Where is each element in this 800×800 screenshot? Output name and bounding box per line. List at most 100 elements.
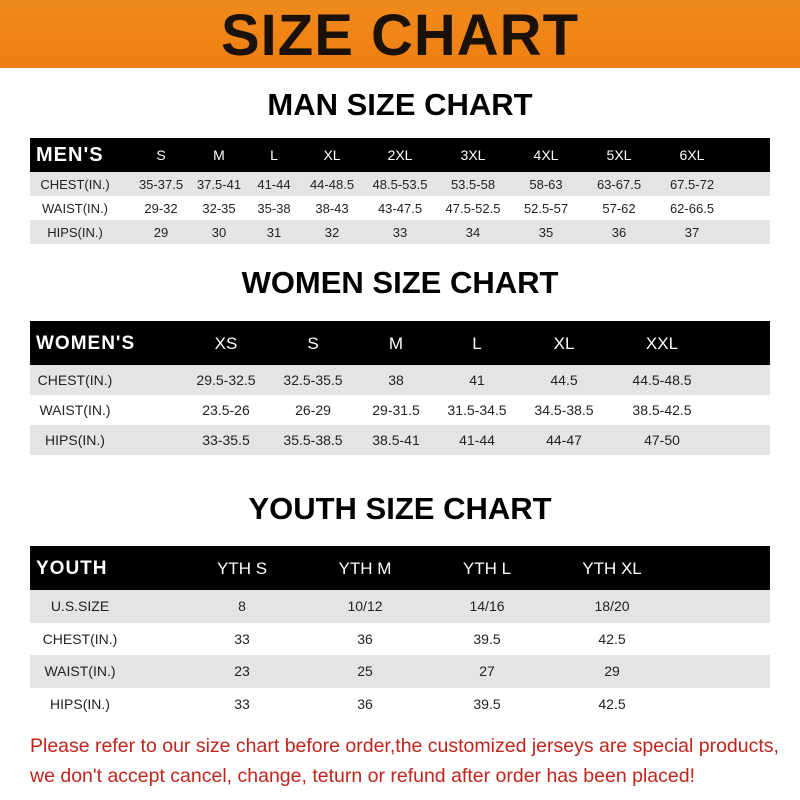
table-cell: 34 — [465, 224, 481, 240]
table-header-row: MEN'S S M L XL 2XL 3XL 4XL 5XL 6XL — [30, 138, 770, 172]
table-row: HIPS(IN.) 33 36 39.5 42.5 — [30, 688, 770, 721]
table-cell: 10/12 — [347, 598, 383, 615]
page-title: SIZE CHART — [221, 3, 579, 68]
row-label: HIPS(IN.) — [47, 224, 103, 240]
table-cell: 37 — [684, 224, 700, 240]
table-cell: 63-67.5 — [596, 176, 642, 192]
table-cell: 23.5-26 — [202, 402, 250, 418]
header-label: MEN'S — [36, 144, 104, 166]
size-column-header: L — [472, 333, 482, 353]
size-column-header: YTH M — [338, 558, 392, 578]
size-column-header: YTH L — [462, 558, 512, 578]
table-row: CHEST(IN.) 29.5-32.5 32.5-35.5 38 41 44.5 44.5… — [30, 365, 770, 395]
size-column-header: M — [213, 147, 225, 163]
table-cell: 62-66.5 — [669, 200, 715, 216]
size-column-header: YTH S — [216, 558, 268, 578]
table-cell: 44.5 — [550, 372, 578, 388]
header-label: WOMEN'S — [36, 332, 136, 354]
row-label: WAIST(IN.) — [39, 402, 111, 418]
table-cell: 31.5-34.5 — [447, 402, 507, 418]
table-cell: 44-48.5 — [309, 176, 355, 192]
table-cell: 67.5-72 — [669, 176, 715, 192]
size-column-header: XL — [553, 333, 575, 353]
table-cell: 44.5-48.5 — [632, 372, 692, 388]
size-column-header: S — [156, 147, 166, 163]
table-cell: 36 — [611, 224, 627, 240]
table-cell: 27 — [479, 663, 495, 680]
header-label: YOUTH — [36, 557, 108, 579]
table-cell: 38.5-41 — [372, 432, 420, 448]
men-section-title: MAN SIZE CHART — [267, 87, 533, 122]
table-row: HIPS(IN.) 29 30 31 32 33 34 35 36 37 — [30, 220, 770, 244]
table-cell: 57-62 — [602, 200, 636, 216]
table-cell: 8 — [238, 598, 246, 615]
table-cell: 33 — [234, 695, 250, 712]
row-label: CHEST(IN.) — [42, 630, 118, 647]
table-header-row: YOUTH YTH S YTH M YTH L YTH XL — [30, 546, 770, 590]
table-cell: 38.5-42.5 — [632, 402, 692, 418]
size-column-header: 3XL — [460, 147, 486, 163]
table-row: CHEST(IN.) 35-37.5 37.5-41 41-44 44-48.5 48.5… — [30, 172, 770, 196]
row-label: HIPS(IN.) — [50, 695, 110, 712]
size-column-header: 4XL — [533, 147, 559, 163]
table-cell: 47-50 — [644, 432, 680, 448]
table-cell: 41-44 — [459, 432, 495, 448]
women-section-title: WOMEN SIZE CHART — [241, 265, 559, 300]
notice-line-2: we don't accept cancel, change, teturn o… — [30, 765, 695, 787]
size-column-header: YTH XL — [582, 558, 642, 578]
row-label: HIPS(IN.) — [45, 432, 105, 448]
table-cell: 32.5-35.5 — [283, 372, 343, 388]
table-cell: 30 — [211, 224, 227, 240]
size-column-header: 6XL — [679, 147, 705, 163]
table-cell: 31 — [266, 224, 282, 240]
title-banner: SIZE CHART — [0, 0, 800, 68]
table-cell: 39.5 — [473, 630, 501, 647]
table-row: U.S.SIZE 8 10/12 14/16 18/20 — [30, 590, 770, 623]
table-cell: 43-47.5 — [377, 200, 423, 216]
table-cell: 29 — [604, 663, 620, 680]
table-cell: 41-44 — [257, 176, 291, 192]
table-cell: 32 — [324, 224, 340, 240]
table-cell: 33 — [234, 630, 250, 647]
table-cell: 33-35.5 — [202, 432, 250, 448]
table-header-row: WOMEN'S XS S M L XL XXL — [30, 321, 770, 365]
table-cell: 41 — [469, 372, 485, 388]
row-label: WAIST(IN.) — [44, 663, 116, 680]
table-cell: 29.5-32.5 — [196, 372, 256, 388]
table-cell: 32-35 — [202, 200, 236, 216]
table-cell: 33 — [392, 224, 408, 240]
size-column-header: XS — [214, 333, 238, 353]
table-cell: 37.5-41 — [196, 176, 242, 192]
row-label: CHEST(IN.) — [37, 372, 113, 388]
table-row: HIPS(IN.) 33-35.5 35.5-38.5 38.5-41 41-44 44-… — [30, 425, 770, 455]
table-row: CHEST(IN.) 33 36 39.5 42.5 — [30, 623, 770, 656]
youth-section-title: YOUTH SIZE CHART — [248, 491, 552, 526]
table-cell: 36 — [357, 695, 373, 712]
table-cell: 23 — [234, 663, 250, 680]
size-column-header: M — [388, 333, 404, 353]
table-cell: 29 — [153, 224, 169, 240]
table-row: WAIST(IN.) 23.5-26 26-29 29-31.5 31.5-34.5 34… — [30, 395, 770, 425]
table-cell: 39.5 — [473, 695, 501, 712]
size-column-header: XL — [323, 147, 341, 163]
table-cell: 47.5-52.5 — [445, 200, 501, 216]
table-cell: 44-47 — [546, 432, 582, 448]
row-label: CHEST(IN.) — [40, 176, 110, 192]
row-label: U.S.SIZE — [50, 598, 110, 615]
size-column-header: XXL — [645, 333, 679, 353]
table-cell: 35.5-38.5 — [283, 432, 343, 448]
table-cell: 38-43 — [315, 200, 349, 216]
table-cell: 35-38 — [257, 200, 291, 216]
size-column-header: 5XL — [606, 147, 632, 163]
table-cell: 38 — [388, 372, 404, 388]
table-cell: 34.5-38.5 — [534, 402, 594, 418]
table-cell: 35-37.5 — [138, 176, 184, 192]
row-label: WAIST(IN.) — [42, 200, 108, 216]
table-row: WAIST(IN.) 23 25 27 29 — [30, 655, 770, 688]
table-cell: 48.5-53.5 — [372, 176, 428, 192]
table-row: WAIST(IN.) 29-32 32-35 35-38 38-43 43-47.5 47.… — [30, 196, 770, 220]
table-cell: 29-31.5 — [372, 402, 420, 418]
table-cell: 35 — [538, 224, 554, 240]
size-column-header: 2XL — [387, 147, 413, 163]
table-cell: 29-32 — [144, 200, 178, 216]
